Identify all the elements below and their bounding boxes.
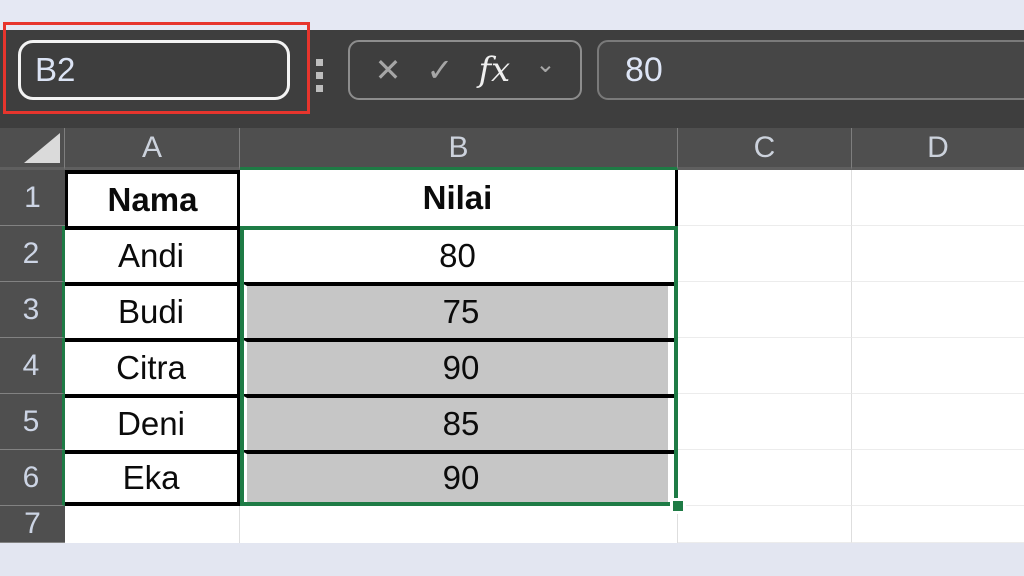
cell-D6[interactable] [852, 450, 1024, 506]
sheet-row-1: 1 Nama Nilai [0, 170, 1024, 226]
cell-B5[interactable]: 85 [240, 394, 678, 450]
cell-A1[interactable]: Nama [65, 170, 240, 226]
cell-C3[interactable] [678, 282, 852, 338]
row-header-2[interactable]: 2 [0, 226, 65, 282]
column-header-D[interactable]: D [852, 128, 1024, 170]
chevron-down-icon[interactable]: ⌄ [535, 51, 556, 78]
sheet-row-7: 7 [0, 506, 1024, 543]
formula-buttons-group: ✕ ✓ fx ⌄ [348, 40, 582, 100]
cell-B1[interactable]: Nilai [240, 170, 678, 226]
name-box[interactable]: B2 [18, 40, 290, 100]
cell-A7[interactable] [65, 506, 240, 543]
formula-bar-input[interactable]: 80 [597, 40, 1024, 100]
cell-D5[interactable] [852, 394, 1024, 450]
cell-D4[interactable] [852, 338, 1024, 394]
column-header-B[interactable]: B [240, 128, 678, 170]
cell-D3[interactable] [852, 282, 1024, 338]
cell-D2[interactable] [852, 226, 1024, 282]
cell-C4[interactable] [678, 338, 852, 394]
select-all-triangle-icon [24, 133, 60, 163]
sheet-grid: A B C D 1 Nama Nilai 2 Andi 80 3 Budi 75 [0, 128, 1024, 543]
column-header-A[interactable]: A [65, 128, 240, 170]
column-header-C[interactable]: C [678, 128, 852, 170]
cell-C2[interactable] [678, 226, 852, 282]
select-all-corner[interactable] [0, 128, 65, 170]
cell-A4[interactable]: Citra [65, 338, 240, 394]
top-strip [0, 0, 1024, 30]
insert-function-icon[interactable]: fx [478, 50, 511, 90]
cell-C1[interactable] [678, 170, 852, 226]
formula-toolbar: B2 ✕ ✓ fx ⌄ 80 [0, 30, 1024, 128]
cell-D7[interactable] [852, 506, 1024, 543]
sheet-row-4: 4 Citra 90 [0, 338, 1024, 394]
name-box-value: B2 [35, 51, 76, 88]
sheet-row-5: 5 Deni 85 [0, 394, 1024, 450]
cell-A2[interactable]: Andi [65, 226, 240, 282]
fill-handle[interactable] [670, 498, 686, 514]
sheet-row-6: 6 Eka 90 [0, 450, 1024, 506]
enter-icon[interactable]: ✓ [426, 52, 454, 88]
row-header-4[interactable]: 4 [0, 338, 65, 394]
cell-A3[interactable]: Budi [65, 282, 240, 338]
row-header-1[interactable]: 1 [0, 170, 65, 226]
cell-B4[interactable]: 90 [240, 338, 678, 394]
cell-D1[interactable] [852, 170, 1024, 226]
sheet-row-3: 3 Budi 75 [0, 282, 1024, 338]
cell-C6[interactable] [678, 450, 852, 506]
cell-B3[interactable]: 75 [240, 282, 678, 338]
bottom-strip [0, 543, 1024, 576]
cell-B2-active[interactable]: 80 [240, 226, 678, 282]
row-header-6[interactable]: 6 [0, 450, 65, 506]
row-header-7[interactable]: 7 [0, 506, 65, 543]
row-header-3[interactable]: 3 [0, 282, 65, 338]
cell-B6[interactable]: 90 [240, 450, 678, 506]
row-header-5[interactable]: 5 [0, 394, 65, 450]
sheet-row-2: 2 Andi 80 [0, 226, 1024, 282]
cell-A6[interactable]: Eka [65, 450, 240, 506]
cancel-icon[interactable]: ✕ [374, 52, 402, 88]
formula-bar-value: 80 [625, 50, 663, 89]
cell-B7[interactable] [240, 506, 678, 543]
cell-A5[interactable]: Deni [65, 394, 240, 450]
cell-C7[interactable] [678, 506, 852, 543]
toolbar-drag-handle-icon[interactable] [316, 56, 323, 95]
cell-C5[interactable] [678, 394, 852, 450]
column-header-row: A B C D [0, 128, 1024, 170]
